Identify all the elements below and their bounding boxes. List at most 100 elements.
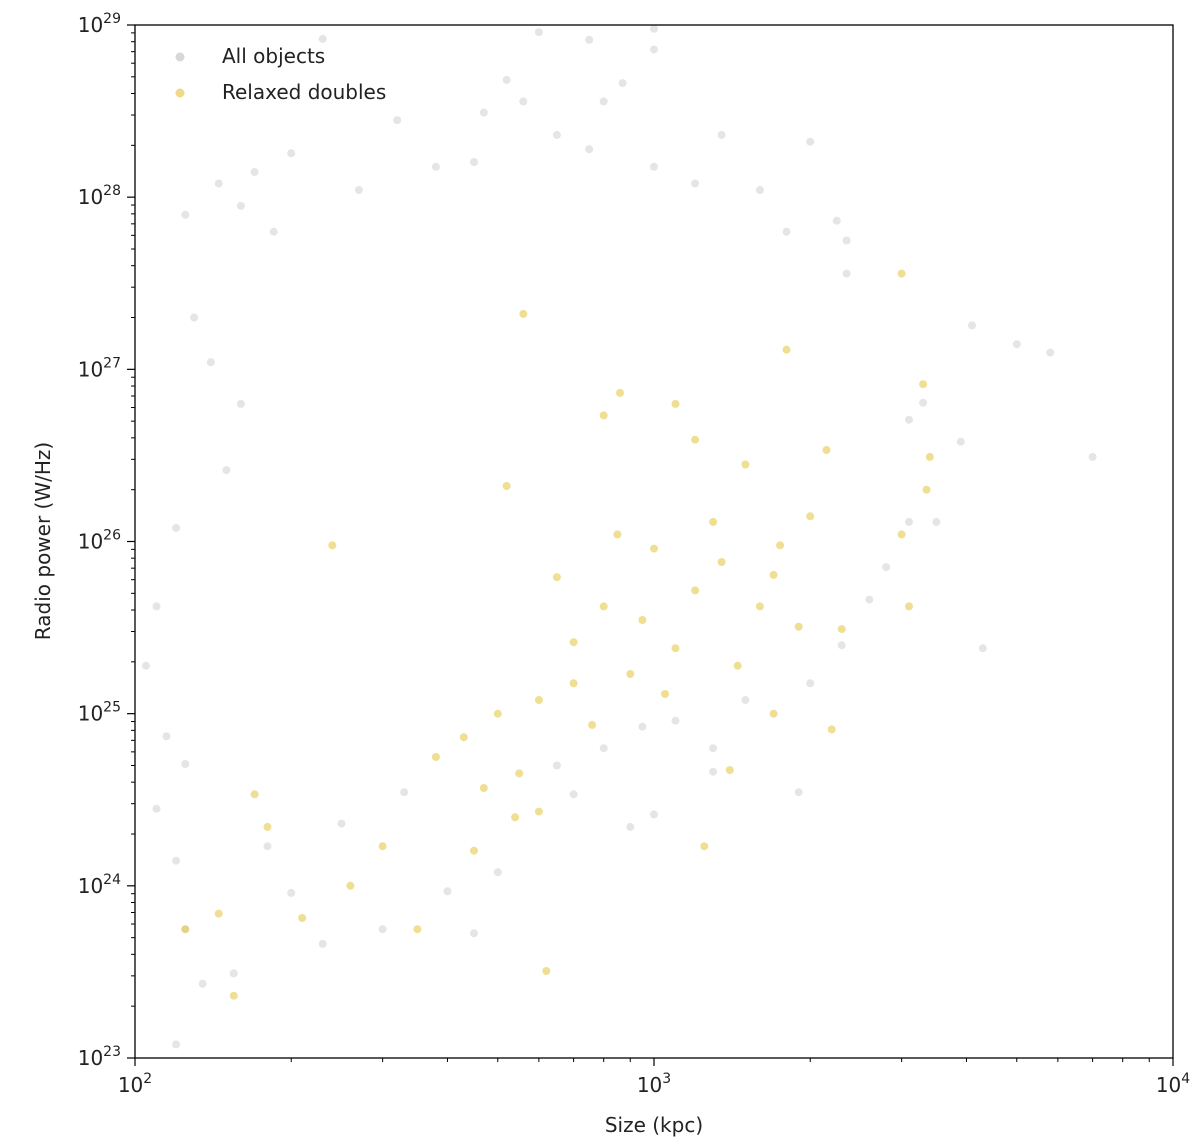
data-point [511,813,520,822]
labels-layer: 102 103 104 1023 1024 1025 1026 1027 1028 1029 [78,11,1191,1097]
data-point [152,602,161,611]
data-point [214,179,223,188]
data-point [269,227,278,236]
points-layer [142,24,1097,1049]
data-point [616,388,624,397]
data-point [709,744,718,753]
data-point [318,939,327,948]
data-point [709,517,718,526]
data-point [599,97,608,106]
data-point [152,804,161,813]
data-point [650,45,658,54]
data-point [638,722,647,731]
y-tick-label: 1027 [78,355,121,381]
data-point [443,887,452,896]
data-point [650,544,658,553]
data-point [502,75,511,84]
data-point [378,842,387,851]
data-point [650,24,658,33]
data-point [832,216,841,225]
data-point [569,790,578,799]
y-tick-label: 1025 [78,700,121,726]
data-point [250,790,259,799]
data-point [328,541,337,550]
data-point [725,766,734,775]
y-tick-label: 1028 [78,183,121,209]
y-axis-title: Radio power (W/Hz) [31,442,55,640]
data-point [542,967,551,975]
data-point [599,602,608,611]
legend: All objects Relaxed doubles [175,44,386,104]
data-point [842,269,851,278]
data-point [741,460,750,469]
data-point [493,709,502,718]
data-point [400,788,409,797]
data-point [318,34,327,43]
data-point [741,696,750,704]
data-point [691,435,700,444]
data-point [142,661,150,670]
data-point [638,616,647,624]
data-point [691,586,700,595]
y-tick-label: 1029 [78,11,121,37]
series-all-objects [142,24,1097,1049]
data-point [585,35,594,44]
data-point [837,641,846,650]
data-point [618,79,627,88]
data-point [717,558,726,566]
y-tick-label: 1024 [78,872,121,898]
data-point [827,725,836,734]
x-tick-label: 103 [637,1071,671,1097]
data-point [978,644,987,653]
data-point [919,398,928,407]
data-point [806,137,815,146]
data-point [431,162,440,171]
data-point [393,116,402,125]
data-point [172,1040,181,1049]
data-point [470,846,478,855]
data-point [229,991,238,1000]
data-point [769,709,778,718]
data-point [431,753,440,761]
data-point [181,210,190,219]
ticks-layer [127,24,1174,1066]
data-point [755,186,764,194]
data-point [236,201,245,210]
data-point [882,563,891,572]
data-point [250,168,259,176]
data-point [626,822,635,831]
data-point [569,638,578,647]
data-point [782,227,791,236]
data-point [806,679,815,688]
plot-frame [134,24,1174,1059]
data-point [905,602,913,611]
data-point [905,517,913,526]
data-point [354,186,363,194]
data-point [214,909,223,918]
data-point [769,570,778,579]
data-point [626,670,635,678]
data-point [671,399,680,408]
x-axis-title: Size (kpc) [605,1113,703,1137]
data-point [806,512,815,521]
data-point [236,399,245,408]
y-tick-label: 1026 [78,528,121,554]
data-point [755,602,764,611]
data-point [822,446,831,454]
data-point [519,309,528,318]
data-point [378,925,387,934]
x-tick-label: 102 [118,1071,152,1097]
data-point [968,321,976,330]
data-point [552,573,561,582]
data-point [588,720,597,729]
data-point [493,868,502,877]
data-point [922,485,931,494]
legend-label-all-objects: All objects [222,44,325,68]
data-point [717,130,726,139]
data-point [613,530,622,539]
data-point [222,466,231,475]
data-point [661,690,669,698]
data-point [479,784,488,792]
legend-marker-all-objects [175,52,185,62]
